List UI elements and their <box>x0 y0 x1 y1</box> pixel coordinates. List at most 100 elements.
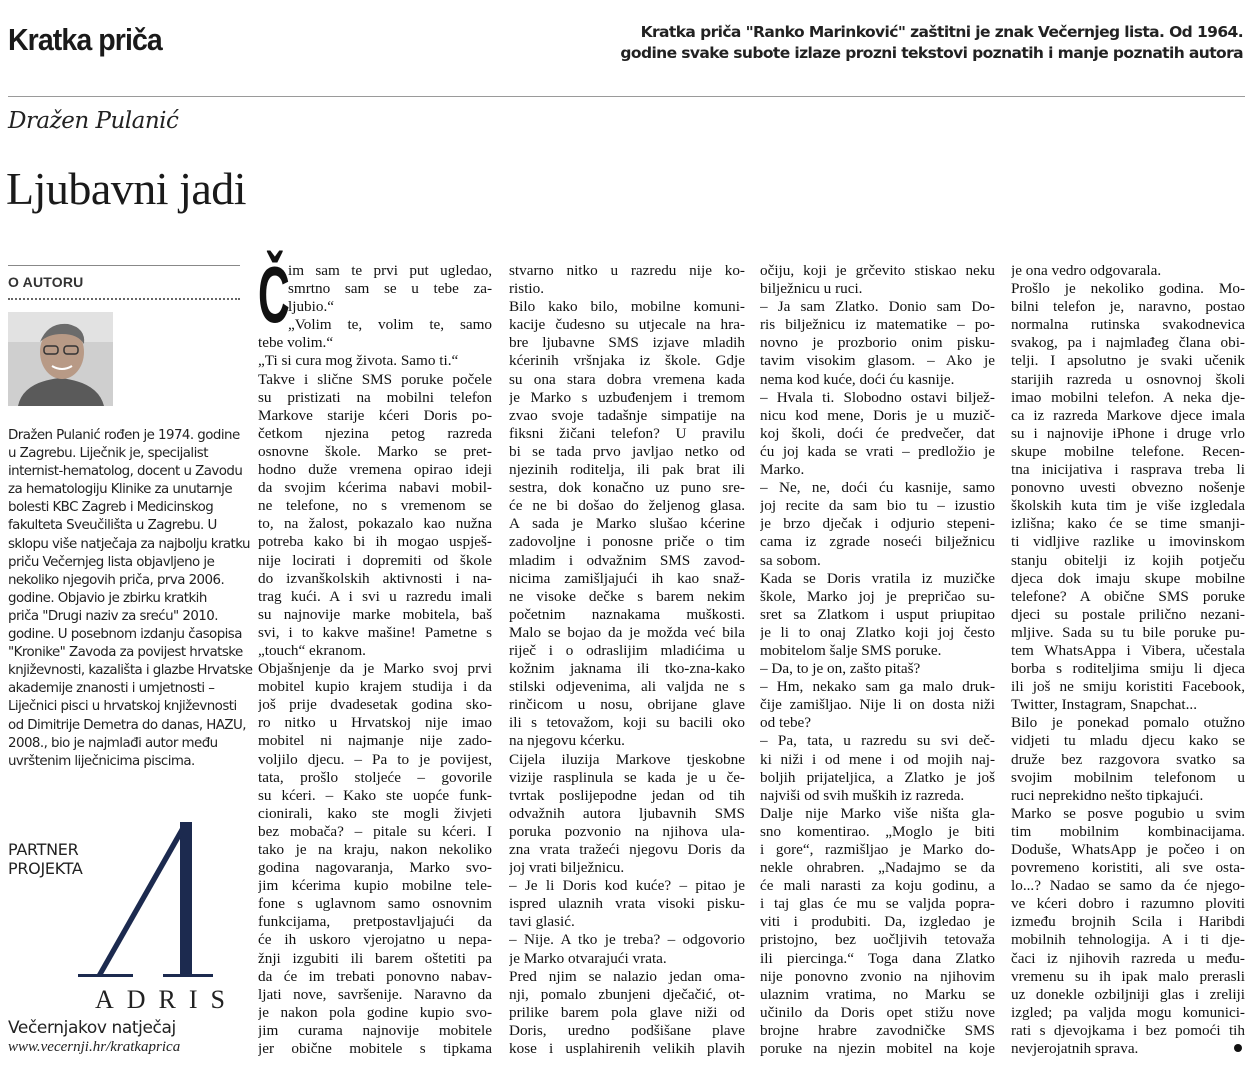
text-line: čije zamišljao. Nije li on dosta niži <box>760 696 995 714</box>
author-byline: Dražen Pulanić <box>8 108 179 134</box>
text-line: telji. I apsolutno je svaki učenik <box>1011 352 1245 370</box>
header-note-line: godine svake subote izlaze prozni teksto… <box>620 44 1243 62</box>
paragraph: Cijela iluzija Markove tjeskobne vizije r… <box>509 751 745 878</box>
partner-logo-text: ADRIS <box>95 985 239 1014</box>
paragraph: – Da, to je on, zašto pitaš? <box>760 660 995 678</box>
bio-line: Liječnici pisci u hrvatskoj književnosti <box>8 699 237 715</box>
text-line: izgled; pa valjda mogu komunici- <box>1011 1003 1245 1021</box>
text-line: hodno duže vremena opirao ideji <box>258 461 492 479</box>
paragraph: – Je li Doris kod kuće? – pitao je ispred… <box>509 877 745 931</box>
divider <box>8 96 1245 97</box>
text-line: fiksni žičani telefon? U pravilu <box>509 424 745 442</box>
author-portrait-icon <box>8 312 113 406</box>
paragraph: očiju, koji je grčevito stiskao neku bilj… <box>760 262 995 298</box>
paragraph: Bilo je ponekad pomalo otužno vidjeti tu … <box>1011 714 1245 804</box>
text-line: Twitter, Instagram, Snapchat... <box>1011 696 1198 714</box>
text-line: – Ne, ne, doći ću kasnije, samo <box>760 479 995 497</box>
text-line: sestra, dok konačno uz puno sre- <box>509 479 745 497</box>
text-line: učinilo da Doris opet stižu nove <box>760 1003 995 1021</box>
dotted-divider <box>8 298 240 300</box>
text-line: Doduše, WhatsApp je počeo i on <box>1011 841 1245 858</box>
text-line: tna inicijativa i rasprava treba li <box>1011 461 1245 479</box>
paragraph: – Hm, nekako sam ga malo druk-čije zamiš… <box>760 678 995 732</box>
text-line: stilski odjevenima, ali valjda ne s <box>509 678 745 696</box>
text-line: Dalje nije Marko više ništa gla- <box>760 804 995 822</box>
text-line: joj recite da sam bio tu – izustio <box>760 497 995 515</box>
text-line: zadovoljne i ponosne priče o tim <box>509 533 745 551</box>
text-line: Cijela iluzija Markove tjeskobne <box>509 750 745 768</box>
text-line: cionirali, kako ste mogli živjeti <box>258 804 492 822</box>
contest-url-link[interactable]: www.vecernji.hr/kratkaprica <box>8 1039 181 1055</box>
text-line: zna vrata tražeći njegovu Doris da <box>509 841 745 858</box>
paragraph: je ona vedro odgovarala. <box>1011 262 1245 280</box>
bio-line: sklopu više natječaja za najbolju kratku <box>8 536 251 552</box>
paragraph: Marko se posve pogubio u svim tim mobilni… <box>1011 805 1245 1058</box>
text-line: „touch“ ekranom. <box>258 641 366 659</box>
text-line: na njegovu kćerku. <box>509 732 625 750</box>
text-line: ristio. <box>509 280 545 298</box>
text-line: početnim naznakama muškosti. <box>509 605 745 623</box>
text-line: tako je na kraju, nakon nekoliko <box>258 841 492 858</box>
paragraph: Objašnjenje da je Marko svoj prvi mobitel… <box>258 660 492 1058</box>
text-line: ispred ulaznih vrata visoki pisku- <box>509 895 745 913</box>
paragraph: Pred njim se nalazio jedan oma-nji, poma… <box>509 968 745 1058</box>
text-line: riječ i o odraslijim mladićima u <box>509 641 745 659</box>
text-line: to, na žalost, pokazalo kao nužna <box>258 515 492 533</box>
text-line: ris bilježnicu iz matematike – po- <box>760 316 995 334</box>
text-line: između brojnih Scila i Haribdi <box>1011 913 1245 931</box>
text-line: mladim i odvažnim SMS zavod- <box>509 551 745 569</box>
header-note: Kratka priča "Ranko Marinković" zaštitni… <box>603 22 1243 64</box>
text-line: ne visoke dečke s barem nekim <box>509 587 745 605</box>
text-line: brojne hrabre zavodničke SMS <box>760 1021 995 1039</box>
text-line: sret sa Zlatkom i usput priupitao <box>760 605 995 623</box>
story-column-2: stvarno nitko u razredu nije ko-ristio. B… <box>509 262 745 1058</box>
bio-line: akademije znanosti i umjetnosti – <box>8 681 215 697</box>
divider <box>8 265 240 266</box>
text-line: ili još ne smiju koristiti Facebook, <box>1011 678 1245 696</box>
paragraph: Prošlo je nekoliko godina. Mo-bilni tele… <box>1011 280 1245 714</box>
text-line: mljive. Sada su tu bile poruke pu- <box>1011 623 1245 641</box>
text-line: najviši od svih muških iz razreda. <box>760 786 965 804</box>
text-line: su najnovije marke mobitela, baš <box>258 605 492 623</box>
text-line: Bilo je ponekad pomalo otužno <box>1011 714 1245 732</box>
text-line: tebe volim.“ <box>258 334 334 352</box>
text-line: jer obične mobitele s tipkama <box>258 1040 492 1058</box>
bio-line: godine. Objavio je zbirku kratkih <box>8 590 207 606</box>
text-line: smrtno sam se u tebe za- <box>288 280 492 298</box>
text-line: tavim visokim glasom. – Ako je <box>760 352 995 370</box>
text-line: borba s roditeljima smiju li djeca <box>1011 660 1245 678</box>
text-line: Pred njim se nalazio jedan oma- <box>509 967 745 985</box>
text-line: povremeno koristiti, ali sve osta- <box>1011 859 1245 877</box>
paragraph: – Ja sam Zlatko. Donio sam Do-ris biljež… <box>760 298 995 388</box>
text-line: nema kod kuće, doći ću kasnije. <box>760 370 955 388</box>
text-line: bre ljubavne SMS izjave mladih <box>509 334 745 352</box>
bio-line: za hematologiju Klinike za unutarnje <box>8 482 233 498</box>
text-line: žnji izgubiti ili barem oštetiti pa <box>258 949 492 967</box>
text-line: Bilo kako bilo, mobilne komuni- <box>509 298 745 316</box>
text-line: jim kćerima kupio mobilne tele- <box>258 877 492 895</box>
text-line: druže bez razgovora svatko sa <box>1011 750 1245 768</box>
text-line: koj školi, doći će predvečer, dat <box>760 424 995 442</box>
text-line: tvrtak poslijepodne jedan od tih <box>509 786 745 804</box>
text-line: poruka pozvonio na njihova ula- <box>509 822 745 840</box>
text-line: vizije rasplinula se kada je u če- <box>509 768 745 786</box>
text-line: Takve i slične SMS poruke počele <box>258 370 492 388</box>
text-line: Marko. <box>760 461 805 479</box>
text-line: osnovne škole. Marko se pret- <box>258 442 492 460</box>
bio-line: književnosti, kazališta i glazbe Hrvatsk… <box>8 663 253 679</box>
text-line: nevjerojatnih sprava. <box>1011 1040 1139 1058</box>
text-line: odvažnih autora ljubavnih SMS <box>509 804 745 822</box>
text-line: su ona stara dobra vremena kada <box>509 370 745 388</box>
text-line: skupe mobilne telefone. Recen- <box>1011 442 1245 460</box>
text-line: poruke na njezin mobitel na koje <box>760 1040 995 1058</box>
text-line: je nakon pola godine kupio svo- <box>258 1003 492 1021</box>
text-line: rinčicom u nosu, obrijane glave <box>509 696 745 714</box>
text-line: tem WhatsAppa i Vibera, učestala <box>1011 641 1245 659</box>
text-line: izlišna; kako će se time smanji- <box>1011 515 1245 533</box>
text-line: ljubio.“ <box>288 298 334 316</box>
text-line: svi, i to kakve mašine! Pametne s <box>258 623 492 641</box>
text-line: normalna rutinska svakodnevica <box>1011 316 1245 334</box>
story-column-3: očiju, koji je grčevito stiskao neku bilj… <box>760 262 995 1058</box>
partner-label: PARTNER PROJEKTA <box>8 840 83 878</box>
text-line: kćerinih vršnjaka iz škole. Gdje <box>509 352 745 370</box>
